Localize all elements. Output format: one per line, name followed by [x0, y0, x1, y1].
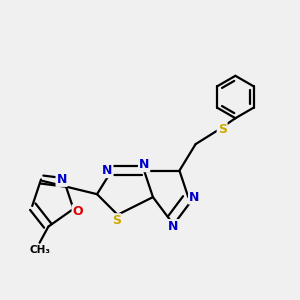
Text: N: N: [139, 158, 149, 171]
Text: N: N: [168, 220, 179, 233]
Text: S: S: [218, 123, 226, 136]
Text: N: N: [102, 164, 112, 177]
Text: S: S: [112, 214, 121, 227]
Text: O: O: [73, 205, 83, 218]
Text: CH₃: CH₃: [29, 245, 50, 255]
Text: N: N: [189, 190, 200, 204]
Text: N: N: [56, 173, 67, 186]
